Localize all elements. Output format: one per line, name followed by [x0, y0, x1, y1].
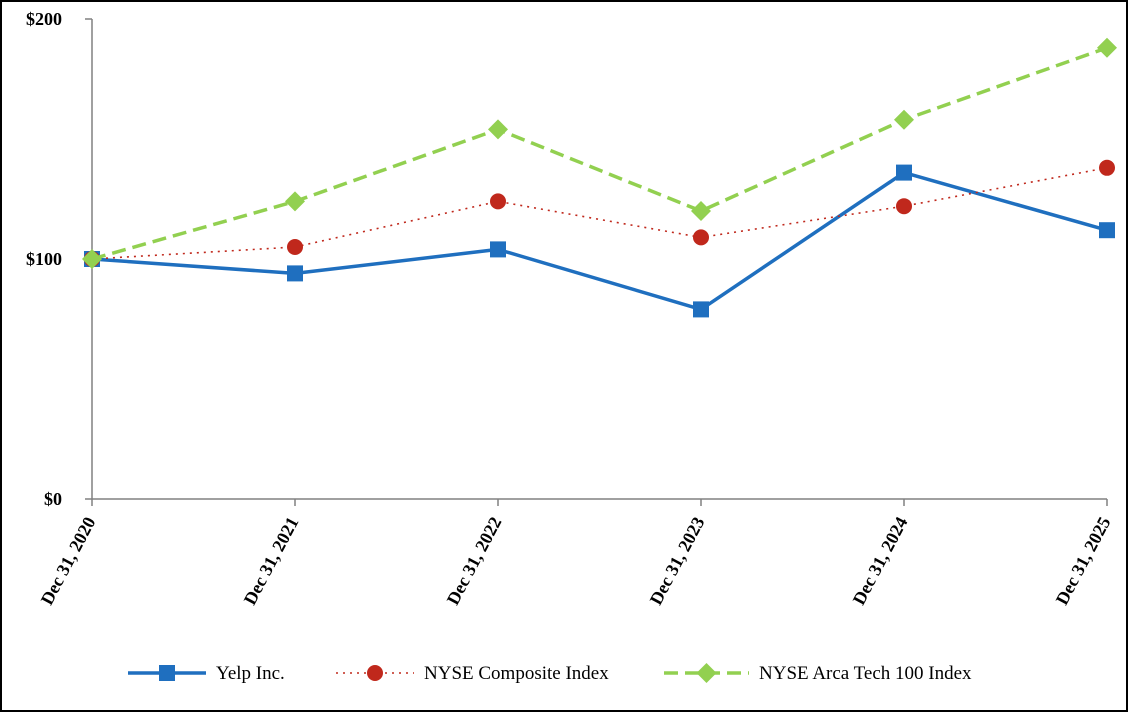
data-point	[287, 239, 303, 255]
legend-label: NYSE Arca Tech 100 Index	[759, 663, 972, 684]
x-tick-label: Dec 31, 2022	[443, 513, 506, 608]
legend-item: Yelp Inc.	[128, 663, 285, 684]
data-point	[1099, 159, 1115, 176]
data-point	[691, 201, 711, 221]
legend: Yelp Inc. NYSE Composite Index NYSE Arca T…	[128, 663, 972, 684]
x-tick-label: Dec 31, 2021	[240, 513, 303, 608]
series-yelp-inc-	[84, 164, 1115, 318]
data-point	[693, 229, 709, 246]
data-point	[896, 198, 912, 215]
data-point	[490, 193, 506, 210]
x-tick-label: Dec 31, 2023	[646, 513, 709, 608]
y-tick-label: $0	[44, 489, 62, 509]
series-line	[91, 167, 1108, 260]
legend-item: NYSE Arca Tech 100 Index	[664, 663, 972, 684]
x-tick-label: Dec 31, 2020	[37, 513, 100, 608]
legend-label: Yelp Inc.	[216, 663, 285, 684]
y-tick-label: $100	[26, 249, 62, 269]
data-point	[896, 164, 912, 181]
data-point	[894, 109, 914, 130]
legend-marker	[367, 665, 383, 681]
legend-label: NYSE Composite Index	[424, 663, 609, 684]
data-point	[1097, 37, 1117, 58]
series-line	[91, 170, 1108, 312]
data-point	[285, 191, 305, 212]
legend-marker	[696, 663, 717, 683]
series-line	[91, 46, 1108, 261]
series-layer	[82, 37, 1117, 318]
x-tick-label: Dec 31, 2024	[849, 513, 912, 608]
data-point	[287, 265, 303, 282]
data-point	[82, 249, 102, 269]
y-tick-label: $200	[26, 9, 62, 29]
legend-marker	[159, 665, 175, 681]
data-point	[490, 241, 506, 258]
data-point	[1099, 222, 1115, 239]
axes: $0 $100 $200 Dec 31, 2020 Dec 31, 2021 Dec 31…	[26, 9, 1115, 608]
series-nyse-composite-index	[84, 159, 1115, 267]
x-tick-label: Dec 31, 2025	[1052, 513, 1115, 608]
legend-item: NYSE Composite Index	[336, 663, 609, 684]
data-point	[488, 119, 508, 140]
data-point	[693, 301, 709, 318]
series-nyse-arca-tech-100-index	[82, 37, 1117, 269]
